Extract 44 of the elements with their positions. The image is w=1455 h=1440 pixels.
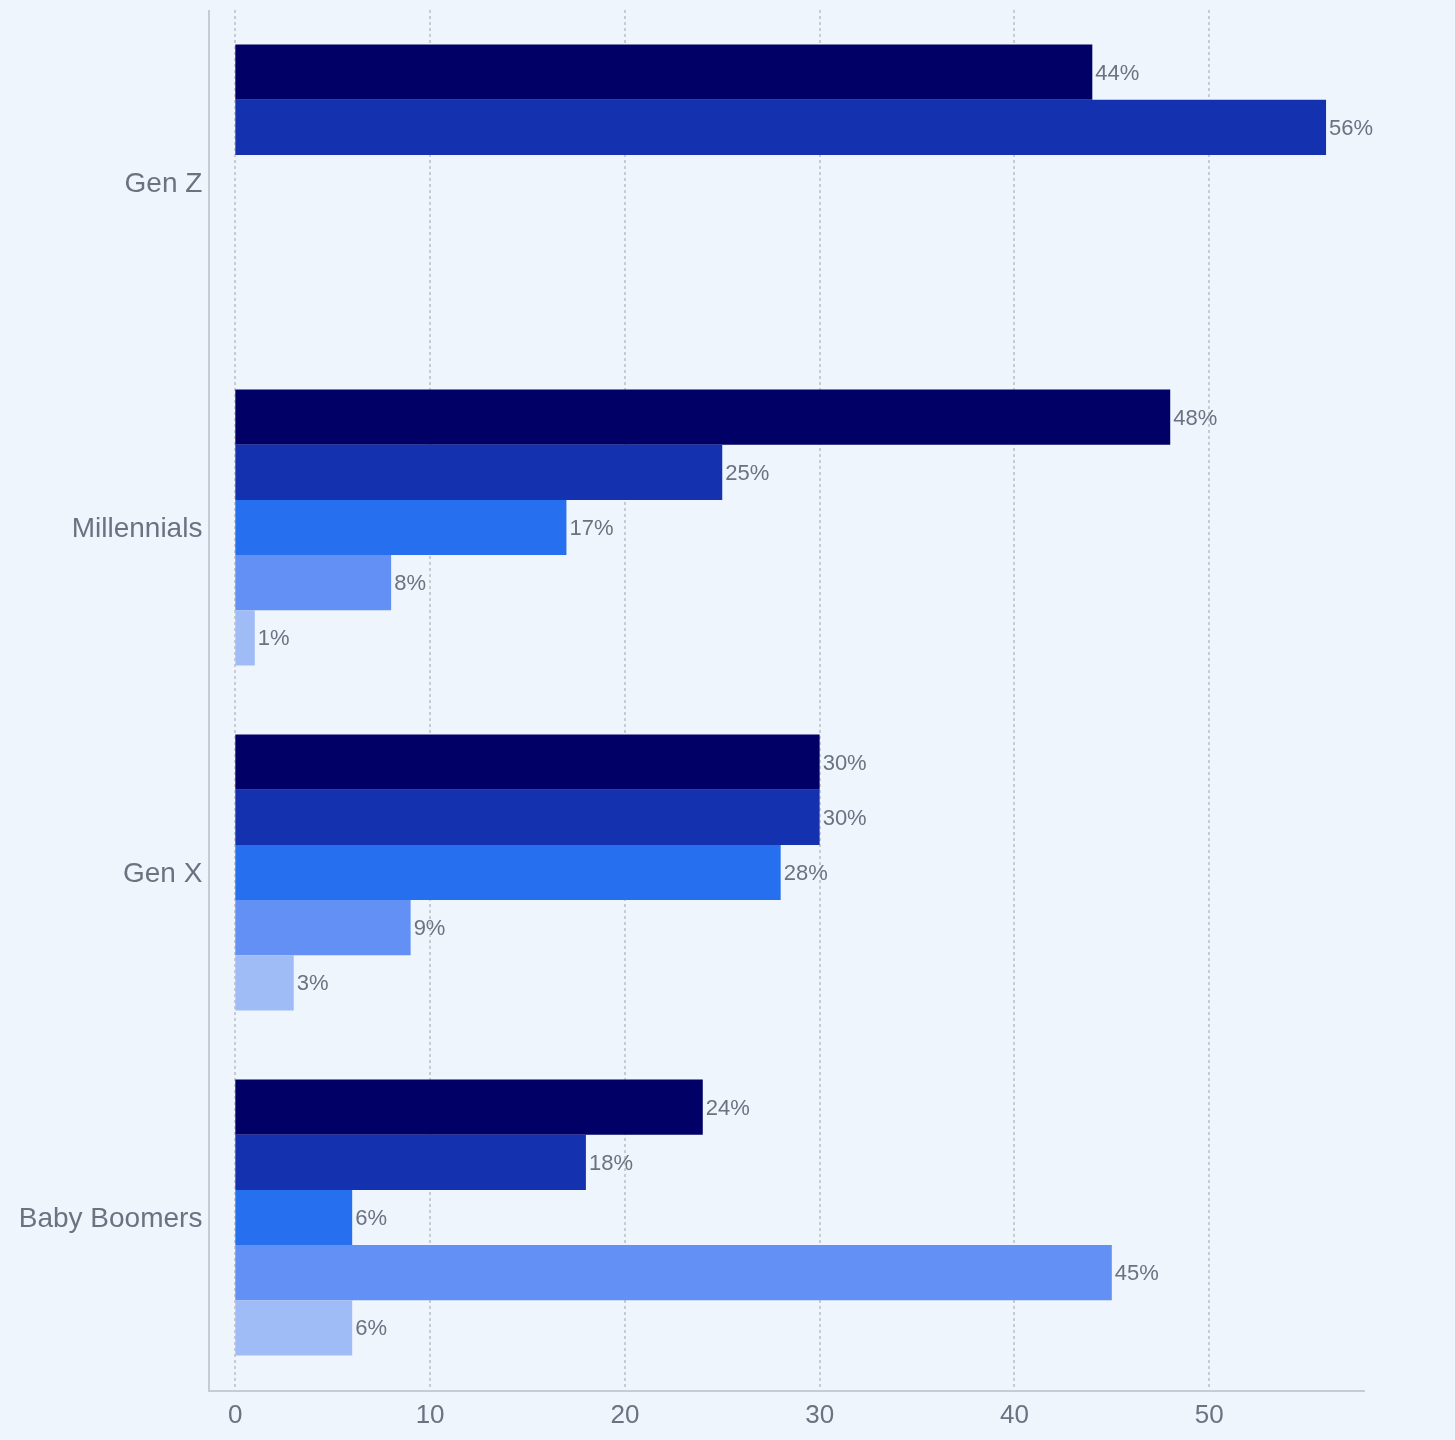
data-label: 6% [355,1205,387,1230]
x-tick-label: 0 [228,1399,243,1430]
bar [235,734,820,790]
bar [235,444,723,500]
x-tick-label: 50 [1194,1399,1224,1430]
data-label: 3% [296,970,329,996]
bar [235,1189,353,1246]
bar [235,499,567,556]
data-label: 8% [394,570,426,596]
data-label: 6% [355,1315,387,1341]
x-tick-label: 30 [805,1399,835,1430]
bar [235,789,820,845]
x-tick-label: 40 [999,1399,1029,1430]
data-label: 56% [1329,114,1374,140]
bar [235,900,411,956]
data-label: 30% [822,804,867,830]
bar [235,610,255,666]
data-label: 48% [1173,404,1218,430]
bar [235,1300,353,1356]
y-tick-label: Gen Z [124,167,203,199]
bar [235,389,1171,445]
data-label: 18% [588,1149,633,1175]
bar [235,99,1327,155]
data-label: 9% [413,915,446,941]
bar [235,1079,703,1135]
x-tick-label: 10 [415,1399,445,1430]
data-label: 30% [822,749,867,775]
data-label: 45% [1114,1260,1159,1286]
data-label: 24% [705,1094,750,1120]
data-label: 1% [257,625,290,651]
bar [235,844,781,901]
bar [235,955,294,1011]
x-tick-label: 20 [610,1399,640,1430]
bar [235,1245,1112,1301]
data-label: 25% [725,459,770,485]
bar [235,44,1093,100]
y-tick-label: Baby Boomers [18,1202,203,1234]
y-tick-label: Millennials [71,512,203,544]
data-label: 17% [569,515,614,540]
data-label: 44% [1095,59,1140,85]
bar [235,555,392,611]
y-tick-label: Gen X [123,857,203,889]
bar [235,1134,586,1190]
data-label: 28% [783,860,828,885]
